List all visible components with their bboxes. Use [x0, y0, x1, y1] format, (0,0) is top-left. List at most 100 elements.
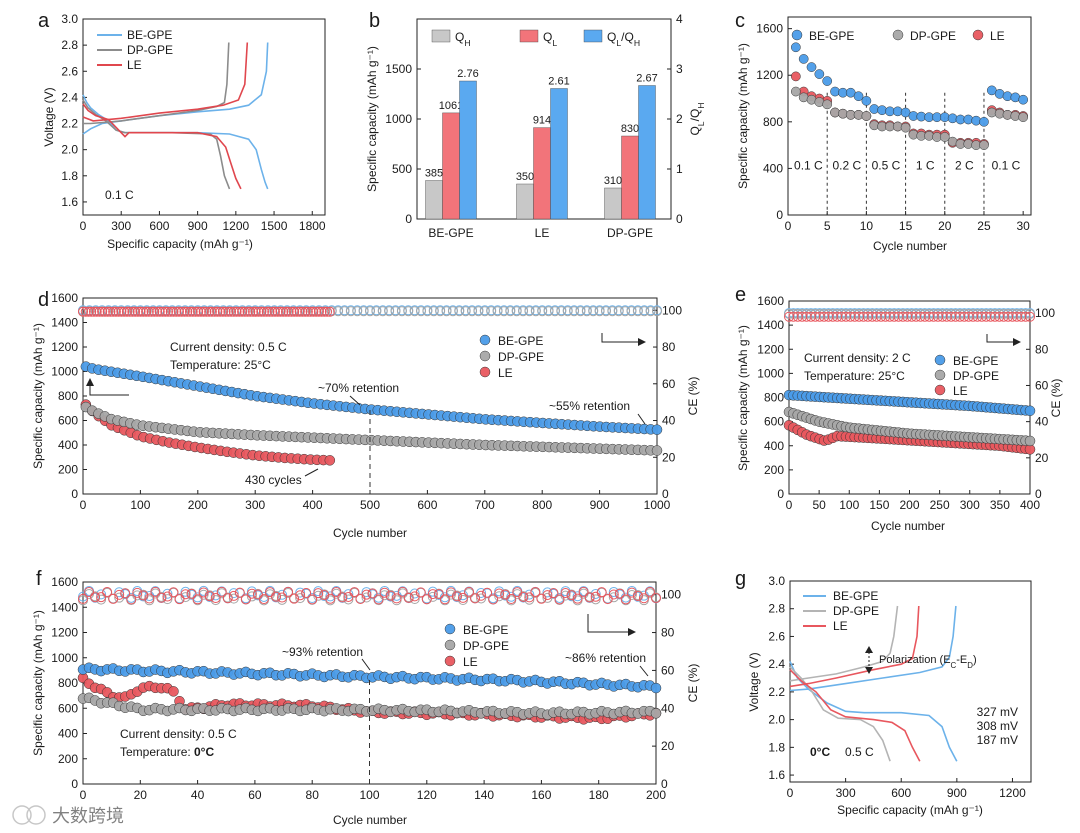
ce-point-LE	[391, 593, 402, 604]
capacity-point-LE	[324, 455, 336, 466]
ce-point-LE	[295, 590, 306, 601]
legend-swatch	[519, 29, 539, 43]
point-BE-GPE	[798, 54, 809, 64]
x-tick-label: 300	[960, 498, 980, 512]
x-tick-label: 10	[860, 219, 874, 233]
ce-point-DP-GPE	[384, 306, 395, 317]
rate-label: 2 C	[955, 159, 974, 173]
ce-point-DP-GPE	[613, 306, 624, 317]
point-DP-GPE	[900, 122, 911, 133]
x-axis-label: Cycle number	[333, 526, 407, 540]
x-axis-label: Specific capacity (mAh g⁻¹)	[107, 237, 253, 251]
legend-label: DP-GPE	[463, 639, 509, 653]
temperature-label: 0°C	[810, 745, 830, 759]
point-BE-GPE	[1018, 94, 1029, 105]
series-LE-discharge	[789, 669, 921, 762]
series-BE-GPE-charge	[82, 42, 269, 135]
ce-point-LE	[193, 306, 204, 317]
ce-point-LE	[217, 306, 228, 317]
ce-point-DP-GPE	[409, 594, 420, 605]
ce-point-LE	[171, 306, 182, 317]
ce-point-LE	[132, 306, 143, 317]
ce-point-LE	[90, 592, 101, 603]
ce-point-LE	[130, 306, 141, 317]
x-tick-label: 200	[646, 788, 666, 802]
y-tick-label: 2.4	[768, 657, 785, 671]
y-tick-label: 20	[661, 739, 675, 753]
ce-point-LE	[127, 306, 138, 317]
y-tick-label: 1400	[51, 316, 78, 330]
bar-Q_L/Q_H-BE-GPE	[459, 80, 477, 220]
y-axis-label: Specific capacity (mAh g⁻¹)	[736, 325, 750, 471]
ce-point-LE	[289, 306, 300, 317]
y-tick-label: 20	[1035, 451, 1049, 465]
ce-point-DP-GPE	[569, 306, 580, 317]
y-axis-label-right: CE (%)	[686, 377, 700, 416]
ce-point-DP-GPE	[600, 306, 611, 317]
ce-point-LE	[80, 306, 91, 317]
point-DP-GPE	[822, 99, 833, 110]
ce-point-LE	[149, 306, 160, 317]
polarization-value: 327 mV	[977, 705, 1018, 719]
bar-value-label: 350	[516, 171, 534, 183]
ce-point-DP-GPE	[228, 593, 239, 604]
ce-point-DP-GPE	[246, 591, 257, 602]
ce-point-LE	[427, 589, 438, 600]
ce-point-LE	[1025, 311, 1035, 322]
y-tick-label: 80	[662, 340, 676, 354]
ce-point-DP-GPE	[467, 306, 478, 317]
text-part: Q	[607, 30, 616, 44]
plot-frame	[789, 580, 1032, 783]
legend-marker	[934, 384, 946, 396]
x-tick-label: 160	[531, 788, 551, 802]
y-tick-label: 60	[1035, 378, 1049, 392]
legend-marker	[934, 354, 946, 366]
ce-point-LE	[373, 594, 384, 605]
legend-label: LE	[463, 655, 478, 669]
ce-point-LE	[97, 306, 108, 317]
series-LE-discharge	[82, 103, 242, 190]
ce-point-LE	[78, 593, 88, 604]
ce-point-LE	[99, 306, 110, 317]
ce-point-LE	[316, 306, 327, 317]
ce-point-LE	[488, 594, 499, 605]
ce-point-LE	[119, 306, 130, 317]
ce-point-LE	[168, 306, 179, 317]
ce-point-LE	[228, 590, 239, 601]
ce-point-LE	[83, 306, 94, 317]
ce-point-DP-GPE	[460, 306, 471, 317]
x-axis-label: Specific capacity (mAh g⁻¹)	[837, 803, 983, 817]
y-tick-label: 60	[661, 663, 675, 677]
ce-point-LE	[250, 306, 261, 317]
ce-point-LE	[433, 589, 444, 600]
ce-point-LE	[108, 306, 119, 317]
ce-point-LE	[105, 306, 116, 317]
y-tick-label: 800	[764, 391, 784, 405]
ce-point-LE	[163, 306, 174, 317]
y-tick-label: 2.0	[768, 713, 785, 727]
ce-point-LE	[439, 594, 450, 605]
panel-label-g: g	[735, 568, 746, 590]
ce-point-LE	[121, 306, 132, 317]
ce-point-LE	[331, 586, 342, 597]
retention-annotation: ~70% retention	[318, 381, 399, 395]
ce-point-LE	[246, 588, 257, 599]
arrow-head	[86, 378, 94, 386]
ce-point-DP-GPE	[479, 306, 490, 317]
y-tick-label: 400	[58, 727, 78, 741]
chart-b: b 0 500 1000 1500 0 1 2 3 4 BE-GPE 385 1061 2.76 LE 350…	[365, 10, 706, 240]
legend-marker	[444, 639, 456, 651]
y-tick-label: 100	[661, 588, 681, 602]
ce-point-LE	[195, 306, 206, 317]
ce-point-DP-GPE	[556, 306, 567, 317]
bar-Q_H-DP-GPE	[604, 187, 622, 220]
category-label: DP-GPE	[607, 226, 653, 240]
y-tick-label: 40	[661, 701, 675, 715]
ce-point-LE	[237, 306, 248, 317]
x-tick-label: 200	[188, 498, 208, 512]
ce-point-LE	[258, 594, 269, 605]
y-axis-label-right: CE (%)	[686, 664, 700, 703]
retention-annotation: ~86% retention	[565, 651, 646, 665]
y-tick-label: 200	[764, 463, 784, 477]
